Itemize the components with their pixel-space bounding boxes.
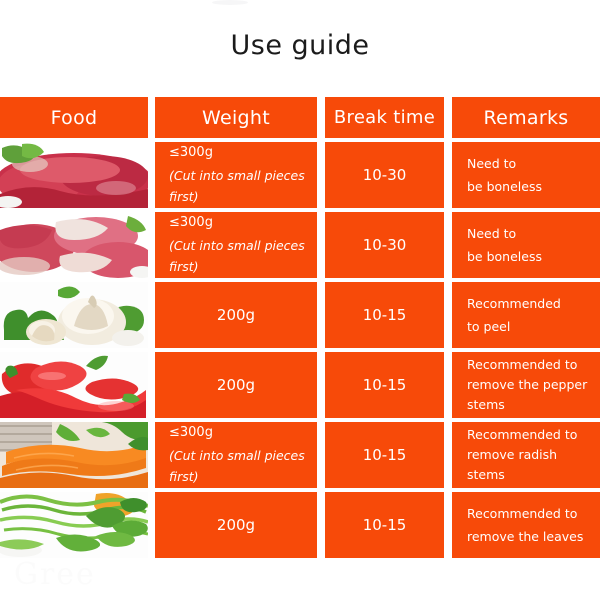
remarks-line: Recommended to bbox=[467, 356, 578, 372]
weight-cell: ≤300g (Cut into small pieces first) bbox=[155, 212, 317, 278]
garlic-bulbs-photo bbox=[0, 282, 148, 348]
break-time-cell: 10-15 bbox=[325, 352, 444, 418]
food-image-cell bbox=[0, 492, 148, 558]
weight-value: 200g bbox=[216, 515, 256, 534]
remarks-line: Need to bbox=[467, 155, 517, 171]
remarks-line: to peel bbox=[467, 319, 511, 334]
weight-cell: ≤300g (Cut into small pieces first) bbox=[155, 142, 317, 208]
red-peppers-photo bbox=[0, 352, 148, 418]
table-header-row: Food Weight Break time Remarks bbox=[0, 97, 600, 138]
page-title: Use guide bbox=[230, 30, 370, 61]
weight-cell: 200g bbox=[155, 492, 317, 558]
remarks-line: stems bbox=[467, 397, 505, 413]
weight-cell: 200g bbox=[155, 352, 317, 418]
use-guide-table: Food Weight Break time Remarks bbox=[0, 97, 600, 562]
food-image-cell bbox=[0, 422, 148, 488]
column-header-food: Food bbox=[0, 97, 148, 138]
break-time-cell: 10-15 bbox=[325, 492, 444, 558]
table-row: 200g 10-15 Recommended to peel bbox=[0, 282, 600, 348]
table-row: ≤300g (Cut into small pieces first) 10-3… bbox=[0, 142, 600, 208]
remarks-line: Recommended bbox=[467, 295, 561, 311]
table-row: 200g 10-15 Recommended to remove the lea… bbox=[0, 492, 600, 558]
remarks-line: be boneless bbox=[467, 179, 542, 194]
column-header-weight: Weight bbox=[155, 97, 317, 138]
break-time-cell: 10-30 bbox=[325, 142, 444, 208]
weight-note: (Cut into small pieces first) bbox=[169, 447, 305, 485]
weight-value: ≤300g bbox=[169, 424, 213, 440]
column-header-remarks: Remarks bbox=[452, 97, 600, 138]
remarks-cell: Recommended to remove the leaves bbox=[452, 492, 600, 558]
remarks-line: stems bbox=[467, 467, 505, 483]
weight-note: (Cut into small pieces first) bbox=[169, 167, 305, 205]
column-header-break-time: Break time bbox=[325, 97, 444, 138]
remarks-line: remove the pepper bbox=[467, 376, 588, 392]
remarks-cell: Recommended to peel bbox=[452, 282, 600, 348]
remarks-cell: Need to be boneless bbox=[452, 212, 600, 278]
break-time-cell: 10-30 bbox=[325, 212, 444, 278]
food-image-cell bbox=[0, 142, 148, 208]
food-image-cell bbox=[0, 282, 148, 348]
celery-herbs-photo bbox=[0, 492, 148, 558]
table-row: ≤300g (Cut into small pieces first) 10-3… bbox=[0, 212, 600, 278]
remarks-line: remove radish bbox=[467, 446, 558, 462]
carrots-photo bbox=[0, 422, 148, 488]
weight-value: ≤300g bbox=[169, 144, 213, 160]
remarks-line: remove the leaves bbox=[467, 529, 584, 544]
remarks-cell: Recommended to remove the pepper stems bbox=[452, 352, 600, 418]
beef-slices-photo bbox=[0, 142, 148, 208]
pork-chops-photo bbox=[0, 212, 148, 278]
remarks-cell: Recommended to remove radish stems bbox=[452, 422, 600, 488]
top-edge-artifact bbox=[212, 0, 248, 5]
table-row: ≤300g (Cut into small pieces first) 10-1… bbox=[0, 422, 600, 488]
weight-value: 200g bbox=[216, 305, 256, 324]
table-row: 200g 10-15 Recommended to remove the pep… bbox=[0, 352, 600, 418]
remarks-line: Recommended to bbox=[467, 505, 578, 521]
watermark: Gree bbox=[14, 557, 96, 592]
remarks-line: Recommended to bbox=[467, 426, 578, 442]
weight-cell: ≤300g (Cut into small pieces first) bbox=[155, 422, 317, 488]
food-image-cell bbox=[0, 212, 148, 278]
weight-note: (Cut into small pieces first) bbox=[169, 237, 305, 275]
weight-value: ≤300g bbox=[169, 214, 213, 230]
break-time-cell: 10-15 bbox=[325, 282, 444, 348]
remarks-cell: Need to be boneless bbox=[452, 142, 600, 208]
weight-value: 200g bbox=[216, 375, 256, 394]
weight-cell: 200g bbox=[155, 282, 317, 348]
remarks-line: be boneless bbox=[467, 249, 542, 264]
break-time-cell: 10-15 bbox=[325, 422, 444, 488]
remarks-line: Need to bbox=[467, 225, 517, 241]
food-image-cell bbox=[0, 352, 148, 418]
